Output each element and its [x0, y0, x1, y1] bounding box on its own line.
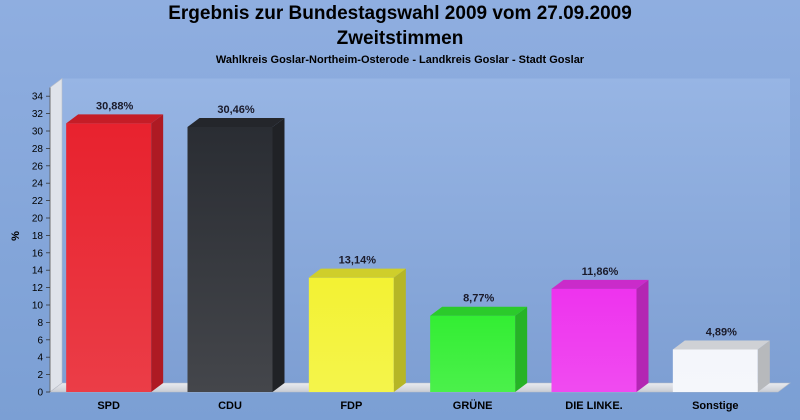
y-tick-label: 10	[32, 301, 44, 312]
bar-side	[393, 268, 406, 392]
bar-side	[515, 306, 528, 392]
y-tick-label: 16	[32, 248, 44, 259]
x-tick-label: FDP	[340, 400, 362, 412]
y-tick-label: 20	[32, 214, 44, 225]
bar-front	[672, 349, 758, 392]
plot-back-wall	[62, 78, 790, 383]
x-tick-label: DIE LINKE.	[565, 400, 622, 412]
x-tick-label: GRÜNE	[453, 399, 493, 412]
data-label: 30,88%	[96, 100, 134, 112]
chart-subtitle: Wahlkreis Goslar-Northeim-Osterode - Lan…	[215, 54, 585, 66]
bar-side	[636, 279, 649, 392]
y-tick-label: 26	[32, 161, 44, 172]
bar-side	[757, 340, 770, 392]
bar-side	[272, 117, 285, 393]
chart-title: Ergebnis zur Bundestagswahl 2009 vom 27.…	[168, 3, 632, 24]
data-label: 30,46%	[217, 104, 255, 116]
data-label: 11,86%	[582, 266, 619, 278]
x-axis: SPD CDU FDP GRÜNE DIE LINKE. Sonstige	[97, 399, 738, 412]
bar-grüne: 8,77%	[430, 293, 528, 392]
bar-front	[308, 277, 394, 392]
bar-top	[672, 340, 770, 350]
bar-spd: 30,88%	[66, 100, 164, 393]
bar-top	[551, 279, 649, 289]
bar-top	[430, 306, 528, 316]
y-tick-label: 34	[32, 92, 44, 103]
x-tick-label: CDU	[218, 400, 242, 412]
bar-die-linke: 11,86%	[551, 266, 649, 392]
y-tick-label: 2	[37, 370, 43, 381]
y-tick-label: 14	[32, 266, 44, 277]
bar-front	[187, 126, 273, 393]
bar-cdu: 30,46%	[187, 104, 285, 393]
bar-sonstige: 4,89%	[672, 326, 770, 392]
y-tick-label: 4	[37, 353, 43, 364]
x-tick-label: SPD	[97, 400, 120, 412]
y-tick-label: 30	[32, 127, 44, 138]
bar-front	[66, 123, 152, 393]
plot-left-wall	[49, 77, 63, 393]
data-label: 8,77%	[463, 293, 494, 305]
bar-fdp: 13,14%	[308, 255, 406, 392]
bar-side	[151, 114, 164, 393]
x-tick-label: Sonstige	[692, 400, 738, 412]
y-tick-label: 22	[32, 196, 44, 207]
y-tick-label: 28	[32, 144, 44, 155]
y-tick-label: 0	[37, 388, 43, 399]
chart-title-line-2: Zweitstimmen	[336, 28, 464, 49]
y-axis-label: %	[10, 231, 22, 241]
y-tick-label: 12	[32, 283, 44, 294]
bar-series: 30,88% 30,46% 13,14% 8,77% 11,86% 4,89%	[66, 100, 770, 393]
y-tick-label: 6	[37, 335, 43, 346]
y-tick-label: 18	[32, 231, 44, 242]
y-tick-label: 32	[32, 109, 44, 120]
y-tick-label: 8	[37, 318, 43, 329]
bar-top	[66, 114, 164, 124]
bar-top	[308, 268, 406, 278]
data-label: 4,89%	[706, 326, 737, 338]
y-tick-label: 24	[32, 179, 44, 190]
bar-front	[551, 288, 637, 392]
bar-top	[187, 117, 285, 127]
bar-front	[430, 315, 516, 392]
data-label: 13,14%	[339, 255, 377, 267]
